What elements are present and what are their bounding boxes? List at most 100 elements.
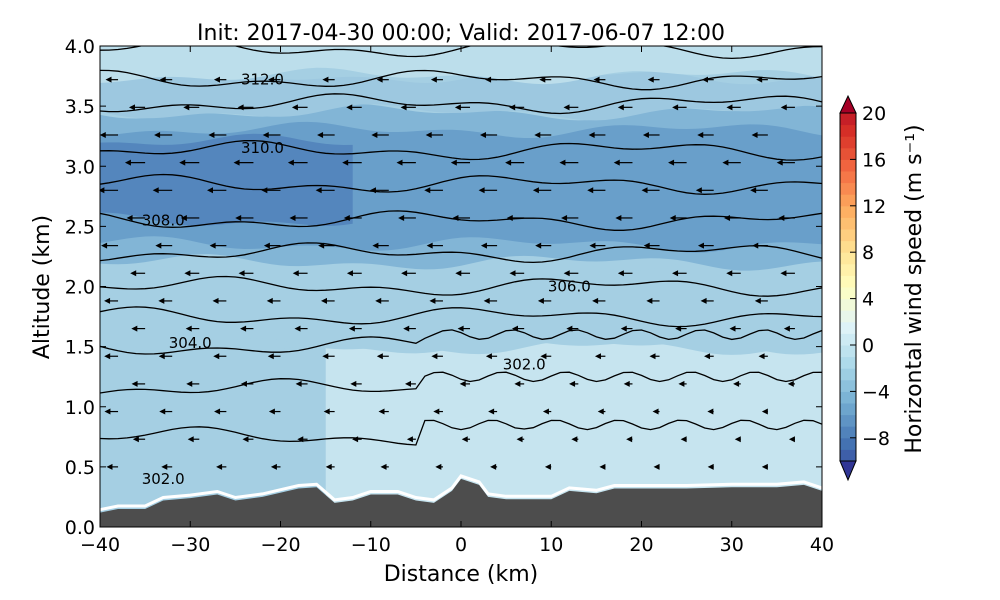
contour-labels: 312.0 310.0 308.0 306.0 304.0 302.0 302.0: [142, 71, 591, 488]
wind-arrow-head: [479, 131, 486, 138]
chart-title: Init: 2017-04-30 00:00; Valid: 2017-06-0…: [197, 21, 725, 46]
wind-arrow: [104, 408, 119, 415]
wind-arrow: [594, 353, 606, 360]
wind-arrow: [758, 353, 768, 360]
wind-arrow: [646, 297, 660, 304]
fill-region: [100, 46, 822, 85]
wind-arrow: [559, 159, 579, 166]
x-tick-label: −20: [260, 534, 300, 556]
wind-arrow: [642, 131, 660, 138]
wind-arrow: [187, 436, 200, 443]
colorbar: −8 −4 0 4 8 12 16 20: [839, 94, 890, 482]
colorbar-segment: [840, 426, 856, 439]
wind-arrow-head: [295, 380, 302, 387]
wind-arrow-head: [561, 214, 568, 221]
wind-arrow-head: [404, 380, 411, 387]
wind-arrow-head: [291, 104, 298, 111]
wind-arrow-head: [617, 270, 624, 277]
wind-arrow: [233, 159, 254, 166]
wind-arrow-head: [751, 131, 758, 138]
wind-arrow-head: [207, 187, 214, 194]
wind-arrow: [787, 380, 795, 387]
wind-arrow-head: [668, 159, 675, 166]
wind-arrow: [315, 187, 335, 194]
wind-arrow-head: [700, 297, 707, 304]
wind-arrow-head: [594, 353, 601, 360]
colorbar-tick-label: −4: [862, 381, 890, 403]
wind-arrow: [426, 242, 443, 249]
wind-arrow: [695, 187, 714, 194]
wind-arrow-head: [455, 270, 462, 277]
wind-arrow-head: [294, 325, 301, 332]
terrain-fill: [100, 478, 822, 527]
wind-arrow: [620, 325, 633, 332]
wind-arrow-head: [733, 380, 740, 387]
wind-arrow-head: [101, 242, 108, 249]
wind-arrow: [653, 463, 660, 470]
wind-arrow-head: [544, 463, 551, 470]
wind-arrow: [317, 131, 335, 138]
wind-arrow-head: [261, 187, 268, 194]
wind-arrow-head: [450, 159, 457, 166]
wind-arrow: [571, 436, 579, 443]
contour-line: [100, 371, 822, 394]
wind-arrow-head: [235, 214, 242, 221]
x-tick-label: 0: [455, 534, 467, 556]
wind-arrow: [378, 408, 389, 415]
colorbar-segment: [840, 240, 856, 253]
wind-arrow-head: [758, 353, 765, 360]
wind-arrow-head: [750, 187, 757, 194]
wind-arrow-head: [424, 187, 431, 194]
wind-arrow: [212, 297, 227, 304]
contour-label: 304.0: [169, 334, 212, 352]
wind-arrow: [429, 297, 443, 304]
wind-arrow: [542, 408, 552, 415]
wind-arrow-head: [187, 436, 194, 443]
wind-arrow-head: [380, 463, 387, 470]
contour-line: [100, 173, 822, 195]
y-tick-label: 2.5: [65, 216, 95, 238]
wind-arrow: [100, 131, 119, 138]
wind-arrow: [209, 242, 227, 249]
wind-arrow: [563, 270, 579, 277]
wind-arrow: [396, 159, 416, 166]
wind-arrow-head: [104, 297, 111, 304]
wind-arrow-head: [400, 104, 407, 111]
wind-arrow-head: [697, 131, 704, 138]
wind-arrow-head: [506, 214, 513, 221]
wind-arrow: [268, 408, 281, 415]
contour-line: [100, 93, 822, 115]
wind-arrow-head: [322, 353, 329, 360]
colorbar-segment: [840, 414, 856, 427]
colorbar-tick-label: −8: [862, 428, 890, 450]
filled-contours: [100, 46, 822, 527]
wind-arrow: [179, 159, 200, 166]
wind-arrow-head: [537, 297, 544, 304]
colorbar-label: Horizontal wind speed (m s⁻¹): [902, 124, 927, 453]
wind-arrow: [266, 297, 281, 304]
wind-arrow-head: [761, 408, 768, 415]
y-tick-label: 1.0: [65, 397, 95, 419]
wind-arrow: [726, 270, 741, 277]
wind-arrow: [213, 76, 227, 83]
wind-arrow-head: [452, 214, 459, 221]
wind-arrow: [346, 104, 362, 111]
wind-arrow-head: [675, 325, 682, 332]
wind-arrow: [294, 325, 308, 332]
wind-arrow: [261, 187, 281, 194]
wind-arrow-head: [680, 436, 687, 443]
colorbar-tick-label: 0: [862, 335, 874, 357]
wind-arrow-head: [707, 408, 714, 415]
fill-region: [100, 338, 326, 527]
wind-arrow-head: [369, 187, 376, 194]
wind-arrow: [672, 270, 687, 277]
wind-arrow: [675, 325, 687, 332]
contour-label: 306.0: [548, 278, 591, 296]
wind-arrow-head: [320, 297, 327, 304]
wind-arrow-head: [588, 131, 595, 138]
wind-arrow: [700, 297, 714, 304]
wind-arrow: [430, 76, 443, 83]
wind-arrow: [516, 436, 525, 443]
